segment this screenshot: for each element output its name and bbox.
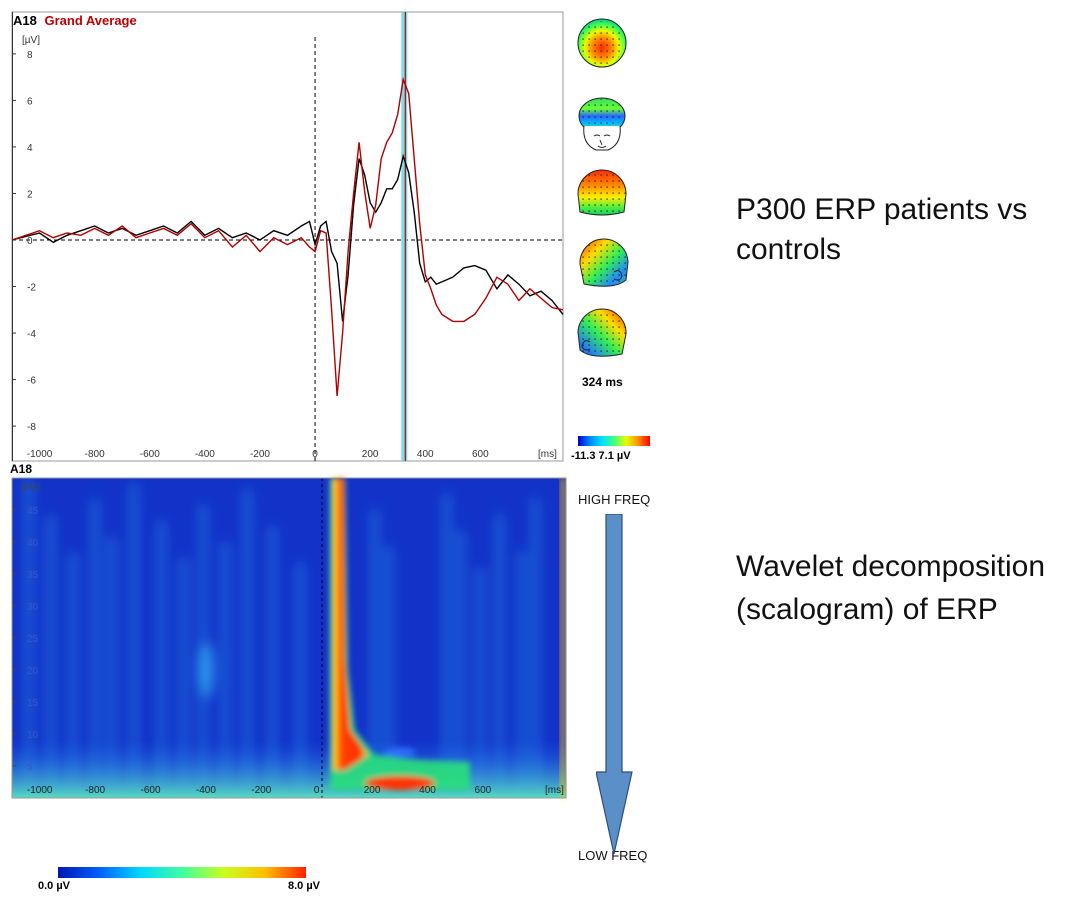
scalogram-x-tick-label: -200 bbox=[251, 785, 271, 796]
scalogram-x-tick-label: 400 bbox=[419, 785, 436, 796]
topomap-right-view bbox=[577, 308, 627, 357]
scalogram-x-tick-label: -800 bbox=[85, 785, 105, 796]
erp-colorbar-min: -11.3 bbox=[571, 450, 596, 462]
scalogram-streak bbox=[67, 552, 78, 788]
scalogram-y-tick-label: 5 bbox=[27, 762, 33, 773]
scalogram-streak bbox=[156, 520, 167, 788]
scalogram-streak bbox=[516, 551, 527, 788]
scalogram-hotspot bbox=[197, 642, 214, 698]
topomap-time-label: 324 ms bbox=[582, 375, 623, 389]
scalogram-streak bbox=[90, 499, 101, 788]
erp-y-tick-label: -6 bbox=[27, 376, 36, 387]
erp-y-tick-label: 6 bbox=[27, 96, 33, 107]
scalogram-streak bbox=[441, 493, 452, 788]
scalogram-power-burst bbox=[330, 478, 470, 790]
frequency-arrow bbox=[596, 514, 633, 855]
erp-colorbar-labels: -11.3 7.1 µV bbox=[571, 450, 631, 462]
topomap-front-view bbox=[578, 97, 626, 151]
scalogram-streak bbox=[106, 536, 117, 788]
erp-x-tick-label: 0 bbox=[312, 449, 318, 460]
scalogram-y-tick-label: 20 bbox=[27, 666, 39, 677]
scalogram-streak bbox=[369, 509, 380, 788]
scalogram-streak bbox=[178, 557, 189, 788]
scalogram-x-tick-label: 600 bbox=[475, 785, 492, 796]
scalogram-x-tick-label: -600 bbox=[140, 785, 160, 796]
erp-y-tick-label: 2 bbox=[27, 189, 33, 200]
erp-colorbar bbox=[578, 436, 650, 446]
erp-y-tick-label: 0 bbox=[27, 236, 33, 247]
scalogram-x-tick-label: -400 bbox=[196, 785, 216, 796]
scalogram-x-unit: [ms] bbox=[545, 785, 564, 796]
erp-y-tick-label: 4 bbox=[27, 143, 33, 154]
scalogram-colorbar-max: 8.0 µV bbox=[288, 880, 321, 892]
scalogram-streak bbox=[530, 498, 541, 788]
erp-x-tick-label: -1000 bbox=[27, 449, 53, 460]
scalogram-y-tick-label: 45 bbox=[27, 506, 39, 517]
scalogram-low-freq-glow bbox=[12, 740, 566, 798]
erp-title: Grand Average bbox=[44, 13, 137, 28]
scalogram-streak bbox=[475, 567, 486, 788]
scalogram-streak bbox=[383, 546, 394, 788]
erp-description: P300 ERP patients vs controls bbox=[736, 193, 1028, 266]
scalogram-colorbar-min: 0.0 µV bbox=[38, 880, 71, 892]
wavelet-description: Wavelet decomposition (scalogram) of ERP bbox=[736, 550, 1046, 626]
erp-time-cursor-band bbox=[401, 12, 408, 461]
topomap-column bbox=[577, 18, 629, 357]
erp-colorbar-max: 7.1 µV bbox=[598, 450, 631, 462]
topomap-top-view bbox=[577, 18, 627, 68]
scalogram-streak bbox=[45, 515, 56, 788]
erp-series-controls bbox=[11, 153, 564, 322]
scalogram-streak bbox=[242, 488, 253, 788]
scalogram-y-tick-label: 30 bbox=[27, 602, 39, 613]
erp-x-tick-label: 600 bbox=[472, 449, 489, 460]
scalogram-y-tick-label: 25 bbox=[27, 634, 39, 645]
erp-series-patients bbox=[11, 76, 564, 396]
erp-y-tick-label: -4 bbox=[27, 329, 36, 340]
erp-x-tick-label: 200 bbox=[362, 449, 379, 460]
scalogram-y-tick-label: 15 bbox=[27, 698, 39, 709]
scalogram-streak bbox=[455, 530, 466, 788]
scalogram-x-tick-label: 200 bbox=[364, 785, 381, 796]
erp-x-tick-label: 400 bbox=[417, 449, 434, 460]
low-freq-label: LOW FREQ bbox=[578, 848, 648, 863]
scalogram-x-tick-label: 0 bbox=[314, 785, 320, 796]
erp-x-unit: [ms] bbox=[538, 449, 557, 460]
erp-y-unit: [µV] bbox=[22, 35, 40, 46]
erp-channel-label: A18 bbox=[13, 13, 37, 28]
scalogram-y-tick-label: 10 bbox=[27, 730, 39, 741]
topomap-left-view bbox=[579, 238, 629, 287]
scalogram-streak bbox=[267, 525, 278, 788]
scalogram-x-tick-label: -1000 bbox=[27, 785, 53, 796]
erp-y-tick-label: -8 bbox=[27, 422, 36, 433]
erp-x-tick-label: -200 bbox=[250, 449, 270, 460]
scalogram-streak bbox=[494, 514, 505, 788]
scalogram-streak bbox=[295, 562, 306, 788]
scalogram-streak bbox=[128, 483, 139, 788]
scalogram-colorbar bbox=[58, 867, 306, 878]
scalogram-streak bbox=[220, 541, 231, 788]
scalogram-streak bbox=[23, 478, 34, 788]
scalogram-y-tick-label: 40 bbox=[27, 538, 39, 549]
erp-x-tick-label: -600 bbox=[140, 449, 160, 460]
erp-x-tick-label: -800 bbox=[85, 449, 105, 460]
erp-y-tick-label: -2 bbox=[27, 283, 36, 294]
erp-y-tick-label: 8 bbox=[27, 50, 33, 61]
high-freq-label: HIGH FREQ bbox=[578, 492, 651, 507]
scalogram-chart: 45 40 35 30 25 20 15 10 5 -1000 -800 -600 -400 -200 0 2… bbox=[11, 477, 567, 799]
topomap-back-view bbox=[577, 169, 627, 216]
scalogram-y-tick-label: 35 bbox=[27, 570, 39, 581]
scalogram-y-unit: [Hz] bbox=[22, 482, 40, 493]
erp-chart: 8 6 4 2 0 -2 -4 -6 -8 -1000 -800 -600 -400 -200 0 200 40… bbox=[11, 11, 564, 462]
erp-plot-frame bbox=[11, 11, 564, 462]
scalogram-channel-label: A18 bbox=[10, 462, 33, 476]
erp-header: A18 Grand Average bbox=[13, 13, 137, 28]
erp-x-tick-label: -400 bbox=[195, 449, 215, 460]
